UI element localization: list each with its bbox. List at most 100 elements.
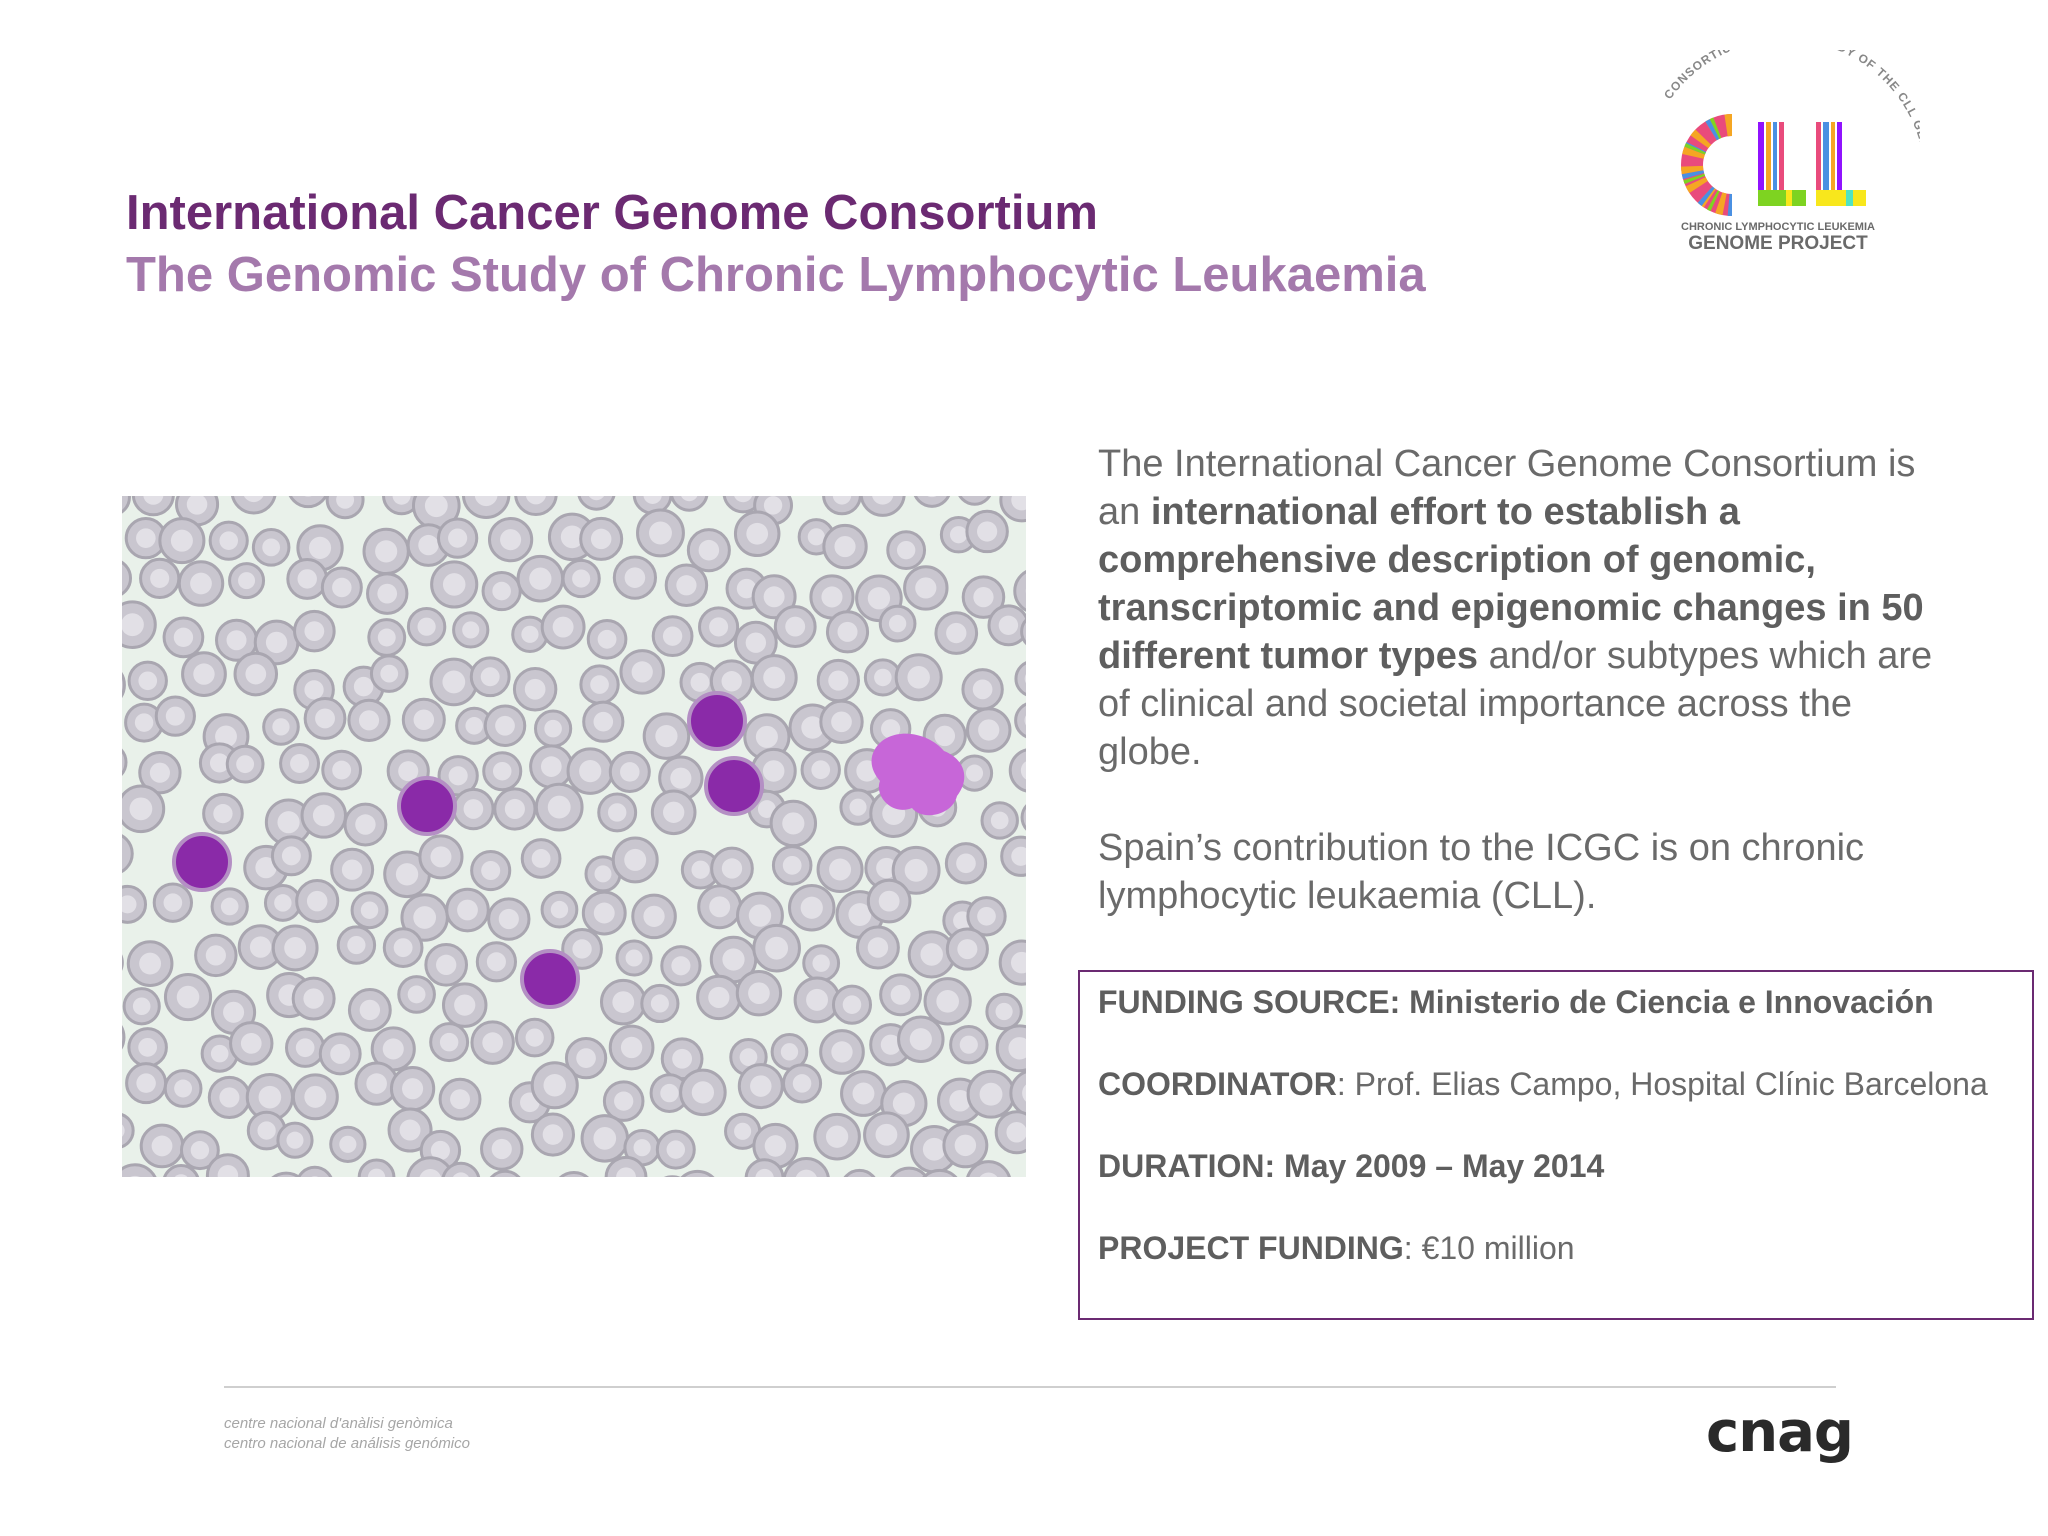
red-blood-cell-center — [398, 761, 419, 782]
red-blood-cell — [382, 496, 422, 516]
red-blood-cell-center — [149, 762, 170, 783]
red-blood-cell-center — [190, 1140, 210, 1160]
red-blood-cell-center — [304, 1085, 327, 1108]
red-blood-cell-center — [579, 760, 602, 783]
red-blood-cell-center — [625, 949, 643, 967]
red-blood-cell-center — [643, 905, 665, 927]
red-blood-cell — [822, 496, 862, 516]
red-blood-cell-center — [1010, 951, 1026, 974]
red-blood-cell-center — [504, 798, 525, 820]
red-blood-cell-center — [801, 716, 824, 739]
red-blood-cell-center — [413, 709, 435, 730]
blood-smear-image — [122, 496, 1026, 1177]
logo-line1: CHRONIC LYMPHOCYTIC LEUKEMIA — [1681, 221, 1875, 233]
atypical-cell — [871, 733, 965, 816]
red-blood-cell-center — [367, 1168, 386, 1177]
red-blood-cell-center — [655, 725, 678, 748]
red-blood-cell-center — [795, 1169, 817, 1177]
red-blood-cell-center — [614, 1091, 634, 1111]
red-blood-cell-center — [413, 906, 437, 929]
red-blood-cell-center — [525, 1028, 544, 1047]
red-blood-cell-center — [341, 859, 363, 880]
red-blood-cell-center — [745, 632, 767, 653]
red-blood-cell-center — [957, 939, 978, 960]
red-blood-cell — [163, 1164, 200, 1177]
red-blood-cell-center — [240, 1033, 262, 1054]
red-blood-cell-center — [284, 936, 307, 959]
red-blood-cell-center — [482, 1032, 504, 1054]
red-blood-cell-center — [612, 991, 635, 1014]
red-blood-cell-center — [876, 857, 897, 879]
red-blood-cell — [558, 1170, 589, 1177]
lymphocyte — [172, 832, 232, 892]
red-blood-cell — [122, 560, 133, 596]
red-blood-cell-center — [424, 496, 448, 518]
red-blood-cell-center — [355, 814, 376, 835]
red-blood-cell-center — [973, 586, 994, 608]
red-blood-cell-center — [255, 857, 277, 879]
red-blood-cell-center — [393, 938, 413, 958]
red-blood-cell-center — [780, 1043, 799, 1061]
red-blood-cell-center — [949, 1089, 971, 1112]
red-blood-cell-center — [262, 538, 281, 557]
red-blood-cell — [966, 1160, 1011, 1177]
red-blood-cell-center — [1020, 761, 1026, 780]
red-blood-cell — [122, 1113, 135, 1149]
page-title: International Cancer Genome Consortium — [126, 186, 1098, 240]
red-blood-cell-center — [359, 999, 381, 1021]
red-blood-cell-center — [448, 528, 468, 548]
red-blood-cell-center — [954, 1134, 977, 1157]
red-blood-cell-center — [377, 628, 396, 647]
funding-source: FUNDING SOURCE: Ministerio de Ciencia e … — [1098, 984, 1934, 1020]
red-blood-cell-center — [139, 952, 162, 975]
red-blood-cell-center — [457, 899, 478, 921]
red-blood-cell-center — [594, 865, 612, 883]
red-blood-cell — [843, 1168, 876, 1177]
red-blood-cell-center — [560, 525, 584, 549]
red-blood-cell-center — [972, 679, 993, 700]
red-blood-cell-center — [821, 586, 843, 608]
red-blood-cell-center — [709, 896, 731, 918]
red-blood-cell-center — [249, 936, 272, 958]
red-blood-cell-center — [186, 496, 208, 515]
red-blood-cell — [122, 1025, 126, 1050]
red-blood-cell — [1020, 617, 1026, 646]
red-blood-cell-center — [236, 755, 255, 774]
red-blood-cell-center — [442, 670, 466, 694]
red-blood-cell-center — [531, 849, 551, 868]
red-blood-cell-center — [1022, 1084, 1026, 1102]
red-blood-cell-center — [643, 496, 662, 504]
red-blood-cell-center — [525, 496, 546, 505]
red-blood-cell-center — [888, 614, 907, 633]
red-blood-cell-center — [122, 895, 137, 914]
red-blood-cell-center — [872, 496, 894, 505]
red-blood-cell-center — [480, 667, 500, 687]
red-blood-cell-center — [332, 760, 352, 780]
description-paragraph-2: Spain’s contribution to the ICGC is on c… — [1098, 827, 1865, 917]
red-blood-cell-center — [890, 984, 911, 1005]
red-blood-cell-center — [163, 893, 183, 913]
red-blood-cell-center — [332, 577, 352, 598]
red-blood-cell-center — [463, 799, 484, 819]
red-blood-cell-center — [624, 567, 646, 588]
red-blood-cell-center — [896, 540, 916, 560]
red-blood-cell-center — [215, 725, 237, 748]
red-blood-cell-center — [209, 753, 230, 773]
red-blood-cell-center — [290, 753, 310, 773]
logo-letter-l1 — [1758, 122, 1806, 206]
red-blood-cell-center — [143, 496, 164, 505]
red-blood-cell-center — [739, 1048, 758, 1066]
red-blood-cell-center — [219, 531, 239, 550]
red-blood-cell-center — [842, 995, 862, 1014]
red-blood-cell-center — [418, 534, 439, 556]
red-blood-cell-center — [660, 1083, 679, 1103]
red-blood-cell-center — [407, 985, 426, 1004]
red-blood-cell-center — [755, 1168, 774, 1177]
red-blood-cell-center — [936, 990, 959, 1013]
red-blood-cell-center — [691, 860, 710, 879]
red-blood-cell-center — [875, 1123, 898, 1146]
red-blood-cell-center — [395, 863, 419, 886]
footer-line-2: centro nacional de análisis genómico — [224, 1435, 470, 1452]
red-blood-cell-center — [486, 952, 506, 972]
red-blood-cell-center — [881, 719, 901, 739]
